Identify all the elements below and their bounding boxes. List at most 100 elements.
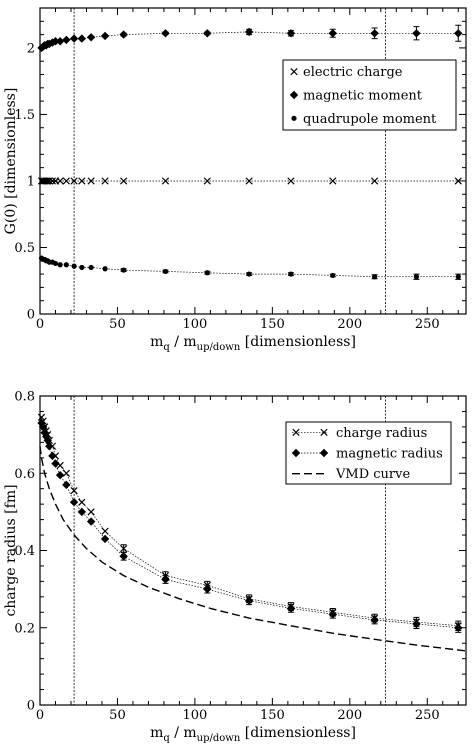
data-point xyxy=(286,29,296,38)
legend-label: electric charge xyxy=(303,65,403,80)
data-point xyxy=(45,39,54,49)
data-point xyxy=(86,517,96,526)
x-axis-label-symbol: m xyxy=(150,725,163,741)
legend-marker xyxy=(289,90,299,100)
data-point xyxy=(87,177,95,185)
data-point xyxy=(51,37,60,46)
series-quadrupole-moment xyxy=(38,255,462,280)
chart-panel-2: 0 50 100 150 200 250 0 0.2 0.4 0.6 0.8 mq / mup/dow… xyxy=(3,390,467,744)
data-point xyxy=(119,552,128,561)
x-tick-label: 0 xyxy=(36,317,44,332)
data-point xyxy=(62,177,70,185)
x-tick-label: 100 xyxy=(182,708,207,723)
data-point xyxy=(100,534,110,544)
data-point xyxy=(162,268,169,275)
data-point xyxy=(161,177,170,185)
series-line xyxy=(39,446,467,652)
data-point xyxy=(63,262,69,268)
y-tick-label: 0.6 xyxy=(14,467,35,482)
data-point xyxy=(77,507,87,517)
x-tick-label: 200 xyxy=(337,708,362,723)
data-point xyxy=(48,177,57,185)
data-point xyxy=(70,177,78,185)
data-point xyxy=(48,451,57,461)
data-point xyxy=(244,596,254,605)
data-point xyxy=(120,544,128,553)
data-point xyxy=(51,459,60,468)
y-axis-label: G(0) [dimensionless] xyxy=(3,88,19,235)
legend-item: electric charge xyxy=(290,65,403,80)
data-point xyxy=(45,442,54,451)
legend-item: quadrupole moment xyxy=(291,112,437,127)
data-point xyxy=(87,508,95,516)
y-tick-label: 0.4 xyxy=(14,544,35,559)
legend-item: magnetic radius xyxy=(291,447,443,462)
data-point xyxy=(71,263,77,269)
data-point xyxy=(372,274,378,280)
data-point xyxy=(38,422,48,432)
y-tick-label: 1 xyxy=(27,174,35,189)
data-point xyxy=(161,29,170,38)
data-point xyxy=(119,30,128,39)
data-point xyxy=(101,177,109,185)
plot-frame xyxy=(39,7,467,315)
data-point xyxy=(120,177,128,185)
series-electric-charge xyxy=(37,177,462,185)
legend: electric charge magnetic moment quadrupole… xyxy=(282,59,457,131)
x-tick-label: 150 xyxy=(260,708,285,723)
data-point xyxy=(329,177,337,185)
legend-item: VMD curve xyxy=(292,467,410,482)
legend-marker xyxy=(319,448,329,458)
data-point xyxy=(204,270,210,276)
series-magnetic-radius xyxy=(37,418,463,633)
legend-marker xyxy=(291,448,301,458)
data-point xyxy=(412,29,421,38)
data-point xyxy=(454,29,463,38)
x-axis-label-divider: / m xyxy=(170,725,197,741)
data-point xyxy=(245,177,253,185)
y-tick-label: 0 xyxy=(27,699,35,714)
y-tick-label: 0.2 xyxy=(14,621,35,636)
data-point xyxy=(57,262,63,268)
data-point xyxy=(203,177,211,185)
legend-item: magnetic moment xyxy=(289,89,423,104)
data-point xyxy=(370,177,379,185)
data-point xyxy=(102,266,108,272)
legend: charge radius magnetic radius VMD curve xyxy=(285,421,452,485)
legend-box xyxy=(282,59,457,131)
data-point xyxy=(55,470,65,480)
legend-marker xyxy=(291,115,297,121)
x-axis-label-subscript: up/down xyxy=(197,733,241,744)
x-axis-label-subscript: q xyxy=(163,733,170,744)
data-point xyxy=(288,271,294,277)
x-tick-label: 250 xyxy=(415,317,440,332)
y-tick-label: 2 xyxy=(27,41,35,56)
data-point xyxy=(454,177,462,185)
legend-label: VMD curve xyxy=(335,467,410,482)
x-tick-label: 100 xyxy=(182,317,207,332)
data-point xyxy=(70,487,78,495)
x-tick-label: 0 xyxy=(36,708,44,723)
data-point xyxy=(454,623,463,632)
series-VMD-curve xyxy=(39,446,467,652)
x-axis-label: mq / mup/down [dimensionless] xyxy=(150,334,356,353)
data-point xyxy=(286,604,296,613)
x-tick-label: 50 xyxy=(109,708,126,723)
data-point xyxy=(101,527,109,535)
x-tick-label: 250 xyxy=(415,708,440,723)
data-point xyxy=(203,29,212,38)
series-magnetic-moment xyxy=(37,24,463,53)
data-point xyxy=(62,35,71,45)
data-point xyxy=(77,34,87,43)
x-axis-label-divider: / m xyxy=(170,334,197,350)
legend-label: magnetic moment xyxy=(303,89,423,104)
data-point xyxy=(330,272,336,279)
data-point xyxy=(161,575,170,584)
legend-item: charge radius xyxy=(292,426,427,441)
x-tick-label: 200 xyxy=(337,317,362,332)
data-point xyxy=(62,469,70,477)
data-point xyxy=(455,274,461,280)
y-tick-label: 1.5 xyxy=(14,108,35,123)
x-axis-label-subscript: up/down xyxy=(197,342,241,353)
